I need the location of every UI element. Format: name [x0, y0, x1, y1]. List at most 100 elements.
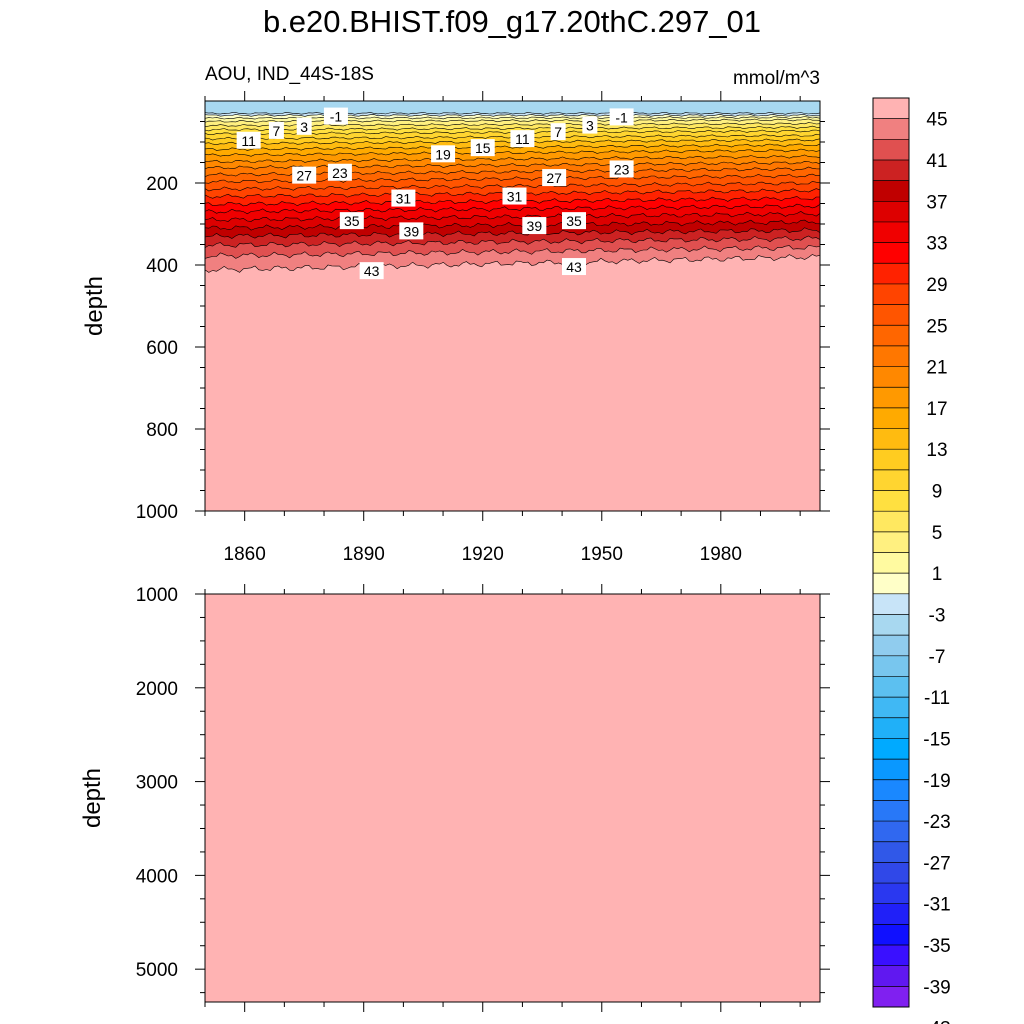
- colorbar-swatch: [873, 407, 909, 429]
- colorbar-label: 25: [926, 316, 947, 337]
- contour-label: 27: [296, 168, 312, 184]
- colorbar-swatch: [873, 635, 909, 657]
- colorbar-swatch: [873, 759, 909, 781]
- contour-label-box: [359, 262, 384, 280]
- colorbar-swatch: [873, 531, 909, 553]
- contour-line: [205, 235, 820, 248]
- contour-label: 19: [435, 146, 451, 162]
- colorbar-swatch: [873, 965, 909, 987]
- colorbar-swatch: [873, 614, 909, 636]
- colorbar-swatch: [873, 180, 909, 202]
- colorbar-swatch: [873, 800, 909, 822]
- colorbar-label: 5: [932, 523, 943, 544]
- contour-line: [205, 219, 820, 231]
- colorbar: 45 41 37 33 29 25 21 17 13 9 5 1 -3 -7 -11 -15 -19 -23 -27…: [872, 97, 951, 1024]
- x-tick-label: 1890: [343, 544, 385, 565]
- lower-fill: [204, 593, 821, 1003]
- colorbar-swatch: [873, 697, 909, 719]
- colorbar-swatch: [873, 428, 909, 450]
- contour-label: 15: [475, 140, 491, 156]
- colorbar-label: -19: [923, 771, 950, 792]
- colorbar-label: 13: [926, 440, 947, 461]
- contour-label-box: [296, 117, 312, 135]
- contour-label-box: [470, 139, 495, 157]
- colorbar-swatch: [873, 676, 909, 698]
- colorbar-label: 1: [932, 564, 943, 585]
- contour-label: -1: [615, 109, 628, 125]
- contour-label-box: [431, 145, 456, 163]
- contour-label: 35: [344, 213, 360, 229]
- colorbar-label: -23: [923, 812, 950, 833]
- contour-label: 39: [527, 218, 543, 234]
- colorbar-swatch: [873, 139, 909, 161]
- colorbar-label: -43: [923, 1019, 950, 1024]
- colorbar-label: -39: [923, 977, 950, 998]
- colorbar-swatch: [873, 201, 909, 223]
- colorbar-swatch: [873, 573, 909, 595]
- contour-band: [205, 101, 820, 115]
- contour-label: 7: [554, 124, 562, 140]
- colorbar-swatch: [873, 469, 909, 491]
- y-tick-label: 1000: [136, 502, 178, 523]
- page-title: b.e20.BHIST.f09_g17.20thC.297_01: [262, 4, 762, 39]
- y-tick-label: 4000: [136, 866, 178, 887]
- contour-label-box: [522, 217, 547, 235]
- contour-label: 11: [241, 133, 256, 149]
- x-tick-label: 1860: [224, 544, 266, 565]
- colorbar-swatch: [873, 242, 909, 264]
- colorbar-label: 45: [926, 110, 947, 131]
- y-tick-label: 3000: [136, 773, 178, 794]
- colorbar-frame: [872, 97, 910, 1008]
- y-tick-label: 600: [146, 338, 178, 359]
- colorbar-swatch: [873, 304, 909, 326]
- contour-label: 3: [586, 118, 594, 134]
- colorbar-swatch: [873, 883, 909, 905]
- colorbar-swatch: [873, 655, 909, 677]
- y-tick-label: 1000: [136, 585, 178, 606]
- contour-label: 7: [273, 123, 281, 139]
- x-tick-label: 1950: [581, 544, 623, 565]
- contour-line: [205, 181, 820, 192]
- contour-label-box: [339, 212, 364, 230]
- contour-label: 3: [300, 119, 308, 135]
- colorbar-swatch: [873, 283, 909, 305]
- y-axis-label: depth: [81, 276, 108, 336]
- colorbar-label: 41: [926, 151, 947, 172]
- colorbar-swatch: [873, 945, 909, 966]
- colorbar-swatch: [873, 263, 909, 285]
- colorbar-swatch: [873, 366, 909, 388]
- contour-label: 39: [404, 223, 420, 239]
- colorbar-swatch: [873, 387, 909, 409]
- colorbar-swatch: [873, 490, 909, 512]
- colorbar-label: 21: [926, 358, 947, 379]
- colorbar-label: 37: [926, 192, 947, 213]
- contour-label: -1: [330, 109, 343, 125]
- contour-label: 23: [332, 165, 348, 181]
- contour-line: [205, 111, 820, 115]
- colorbar-swatch: [873, 738, 909, 760]
- contour-line: [205, 254, 820, 273]
- contour-label-box: [550, 123, 566, 141]
- x-tick-label: 1920: [462, 544, 504, 565]
- contour-label-box: [236, 131, 261, 149]
- y-tick-label: 200: [146, 174, 178, 195]
- contour-label: 31: [396, 191, 412, 207]
- contour-label-box: [542, 169, 567, 187]
- colorbar-label: 9: [932, 482, 943, 503]
- colorbar-swatch: [873, 345, 909, 367]
- left-subtitle: AOU, IND_44S-18S: [205, 64, 374, 85]
- y-tick-label: 800: [146, 420, 178, 441]
- colorbar-label: -7: [929, 647, 946, 668]
- contour-label-box: [609, 160, 634, 178]
- upper-fill: [205, 101, 820, 511]
- contour-line: [205, 154, 820, 163]
- colorbar-swatch: [873, 903, 909, 925]
- contour-label: 43: [566, 259, 582, 275]
- colorbar-swatch: [873, 511, 909, 533]
- contour-line: [205, 227, 820, 239]
- colorbar-label: -35: [923, 936, 950, 957]
- colorbar-label: -27: [923, 853, 950, 874]
- contour-line: [205, 245, 820, 259]
- contour-line: [205, 203, 820, 215]
